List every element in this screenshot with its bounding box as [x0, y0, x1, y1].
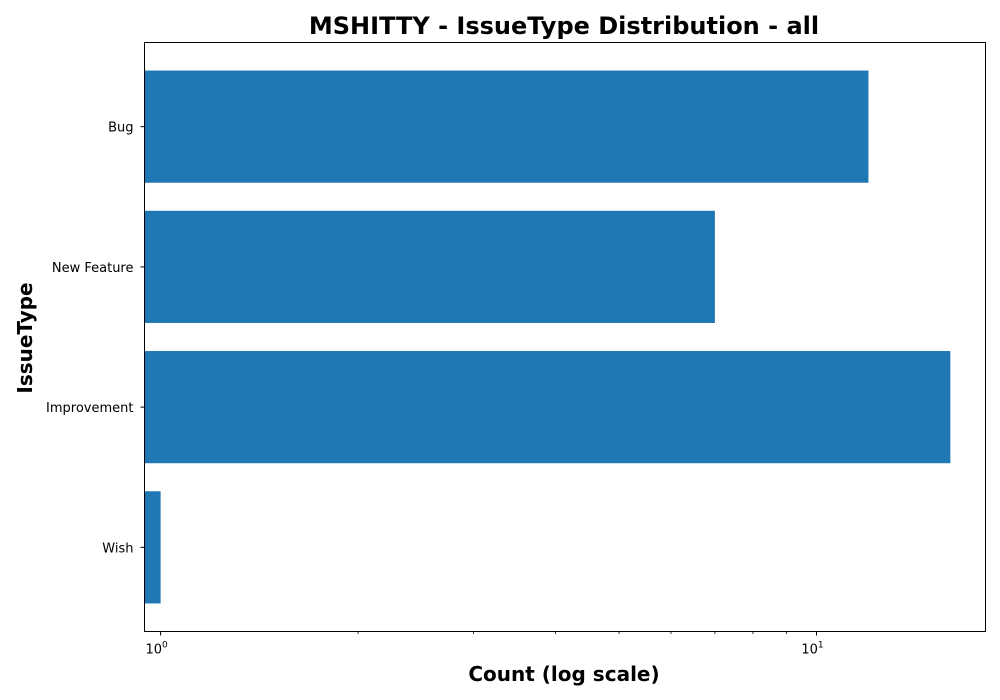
y-tick-label: Improvement — [46, 401, 133, 416]
chart-title: MSHITTY - IssueType Distribution - all — [309, 12, 819, 40]
plot-frame — [144, 42, 986, 632]
bar-wish — [144, 491, 161, 604]
y-axis-label: IssueType — [13, 282, 37, 393]
y-tick-label: Bug — [108, 121, 133, 136]
bar-bug — [144, 70, 869, 183]
x-axis-label: Count (log scale) — [468, 662, 659, 686]
y-tick-label: New Feature — [52, 261, 134, 276]
y-ticks-group: Bug New Feature Improvement Wish — [46, 121, 145, 556]
bars-group — [144, 70, 951, 604]
bar-improvement — [144, 351, 951, 464]
x-tick-label: 100 — [145, 641, 168, 658]
y-tick-label: Wish — [102, 541, 133, 556]
bar-new-feature — [144, 210, 715, 323]
x-tick-label: 101 — [801, 641, 823, 658]
x-ticks-group: 100 101 — [145, 631, 824, 658]
